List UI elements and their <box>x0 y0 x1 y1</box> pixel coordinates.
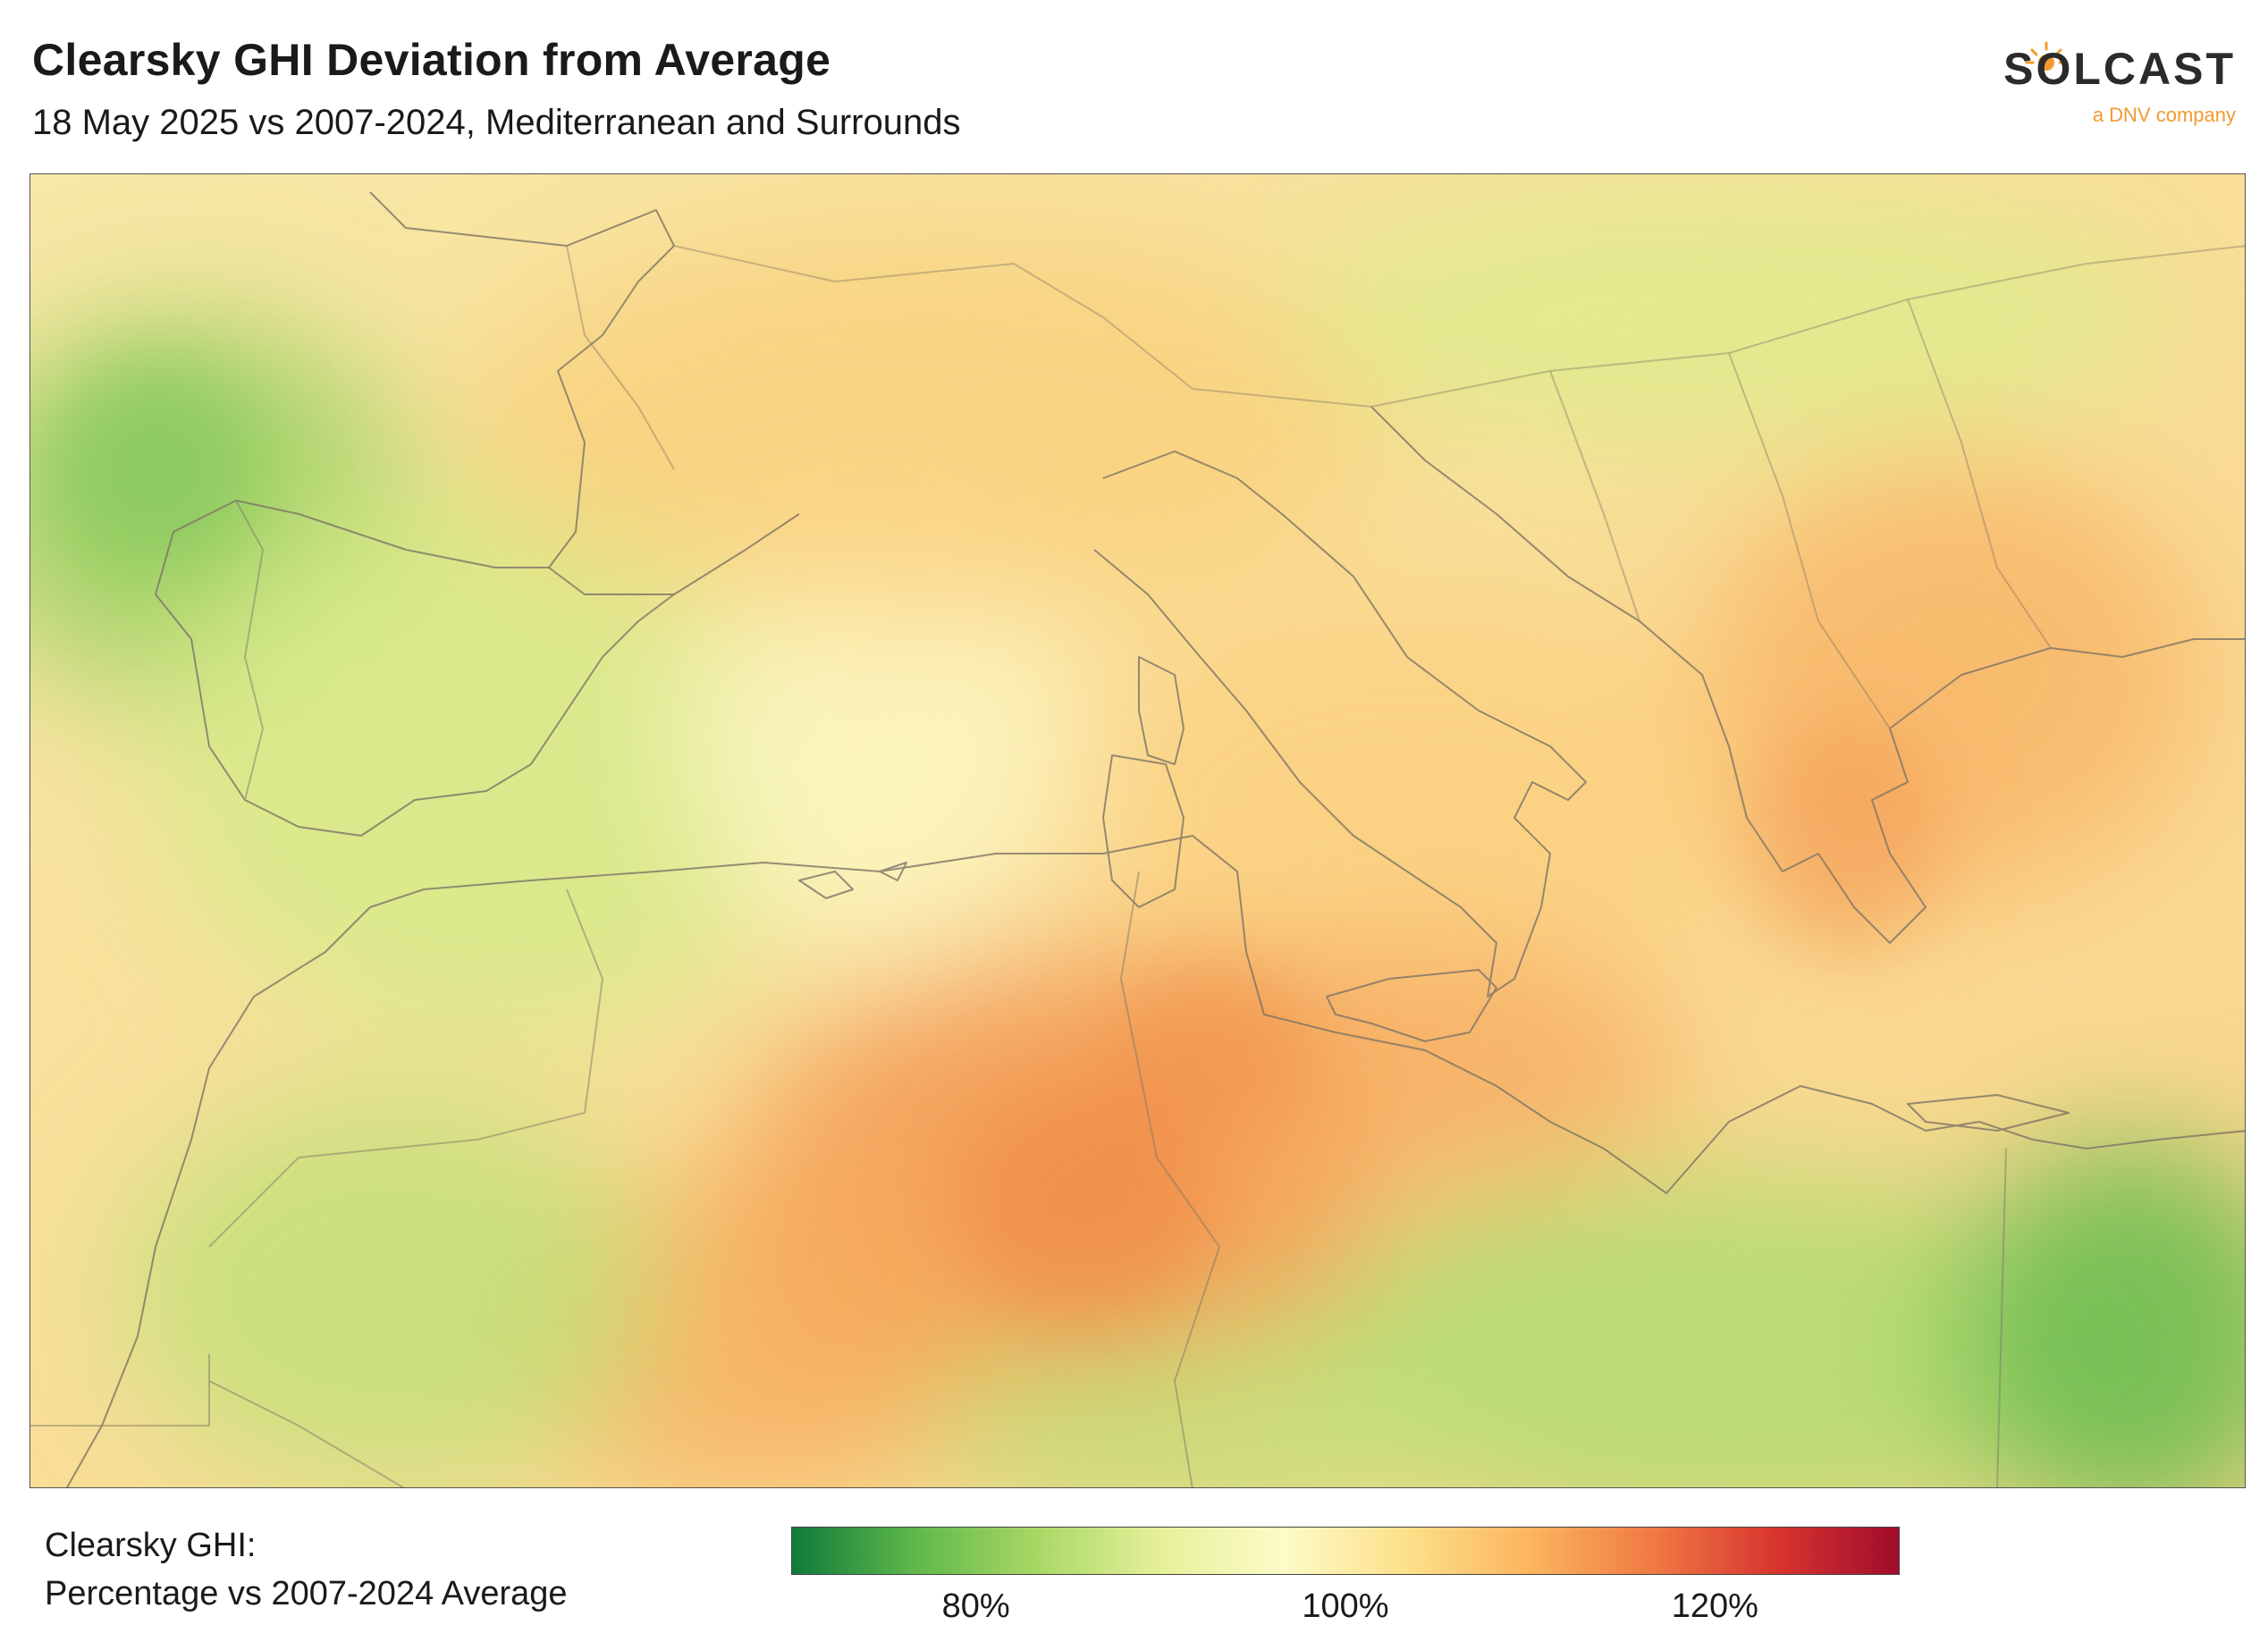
page-subtitle: 18 May 2025 vs 2007-2024, Mediterranean … <box>32 103 961 142</box>
color-scale-bar <box>791 1527 1900 1575</box>
solcast-logo: SOLCAST a DNV company <box>2003 36 2236 134</box>
color-scale-tick: 80% <box>941 1587 1010 1625</box>
coastlines <box>30 191 2245 1487</box>
legend-title: Clearsky GHI: <box>45 1527 257 1564</box>
color-scale-tick: 100% <box>1302 1587 1389 1625</box>
sun-icon <box>2025 41 2068 71</box>
logo-tagline: a DNV company <box>2092 104 2236 126</box>
map-canvas <box>30 174 2245 1487</box>
legend-subtitle: Percentage vs 2007-2024 Average <box>45 1575 568 1612</box>
logo-wordmark: SOLCAST <box>2003 44 2236 94</box>
ghi-deviation-map <box>30 173 2246 1488</box>
page-title: Clearsky GHI Deviation from Average <box>32 35 831 85</box>
color-scale-tick: 120% <box>1671 1587 1758 1625</box>
deviation-field <box>30 192 2245 1487</box>
